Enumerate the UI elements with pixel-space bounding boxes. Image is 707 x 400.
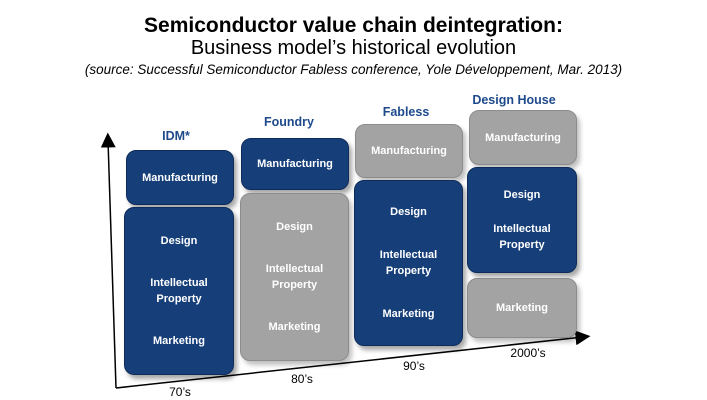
fabless-manufacturing-box: Manufacturing xyxy=(355,124,463,178)
foundry-core-box: Design Intellectual Property Marketing xyxy=(240,193,349,361)
idm-core-box: Design Intellectual Property Marketing xyxy=(124,207,234,375)
column-label-fabless: Fabless xyxy=(382,105,430,119)
fabless-design-label: Design xyxy=(390,206,427,219)
design-house-core-box: Design Intellectual Property xyxy=(467,167,577,273)
era-label-70s: 70’s xyxy=(169,385,191,399)
foundry-ip-label: Intellectual Property xyxy=(265,263,324,291)
fabless-core-box: Design Intellectual Property Marketing xyxy=(354,180,463,346)
column-label-design-house: Design House xyxy=(472,93,556,107)
era-label-2000s: 2000’s xyxy=(510,346,546,360)
design-house-manufacturing-label: Manufacturing xyxy=(485,131,561,144)
column-label-idm: IDM* xyxy=(162,129,190,143)
fabless-manufacturing-label: Manufacturing xyxy=(371,145,447,157)
foundry-marketing-label: Marketing xyxy=(268,321,321,333)
era-label-80s: 80’s xyxy=(291,372,313,386)
x-axis-arrow xyxy=(115,330,591,389)
design-house-ip-label: Intellectual Property xyxy=(493,223,551,251)
design-house-manufacturing-box: Manufacturing xyxy=(469,110,577,165)
column-label-foundry: Foundry xyxy=(264,115,314,129)
fabless-ip-label: Intellectual Property xyxy=(379,248,438,277)
foundry-manufacturing-box: Manufacturing xyxy=(241,138,349,190)
idm-manufacturing-box: Manufacturing xyxy=(126,150,234,205)
foundry-manufacturing-label: Manufacturing xyxy=(257,158,333,170)
design-house-design-label: Design xyxy=(503,189,541,201)
era-label-90s: 90’s xyxy=(403,359,425,373)
design-house-marketing-label: Marketing xyxy=(496,302,548,314)
y-axis-arrow xyxy=(100,132,117,389)
page-subtitle: Business model’s historical evolution xyxy=(190,37,517,59)
idm-ip-label: Intellectual Property xyxy=(150,277,208,305)
source-note: (source: Successful Semiconductor Fables… xyxy=(84,62,623,77)
fabless-marketing-label: Marketing xyxy=(382,307,435,320)
design-house-marketing-box: Marketing xyxy=(467,278,577,338)
foundry-design-label: Design xyxy=(276,221,313,233)
page-title: Semiconductor value chain deintegration: xyxy=(144,14,563,37)
idm-manufacturing-label: Manufacturing xyxy=(142,171,218,184)
idm-design-label: Design xyxy=(160,235,198,247)
idm-marketing-label: Marketing xyxy=(153,335,205,347)
